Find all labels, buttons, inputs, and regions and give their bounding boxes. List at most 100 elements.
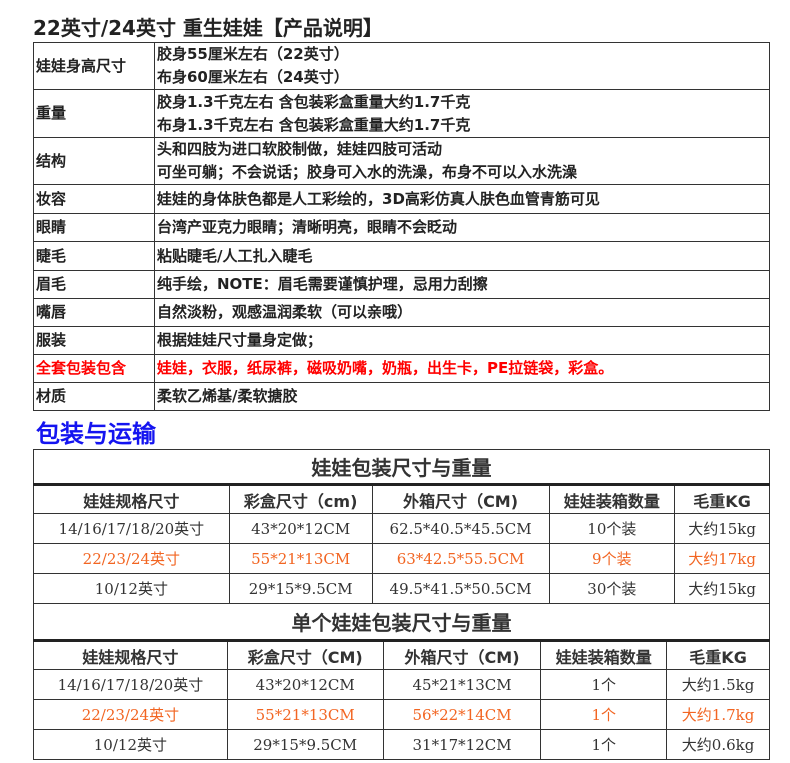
spec-label: 嘴唇 [33,298,155,327]
spec-label: 眉毛 [33,270,155,299]
table-cell: 49.5*41.5*50.5CM [371,573,550,604]
spec-line: 自然淡粉，观感温润柔软（可以亲哦） [157,303,413,321]
spec-row: 全套包装包含 娃娃，衣服，纸尿裤，磁吸奶嘴，奶瓶，出生卡，PE拉链袋，彩盒。 [33,354,770,383]
table-row: 14/16/17/18/20英寸 43*20*12CM 62.5*40.5*45.5… [33,513,770,544]
pack-table-bulk: 娃娃包装尺寸与重量 娃娃规格尺寸 彩盒尺寸（cm) 外箱尺寸（CM) 娃娃装箱数量 毛重K… [33,449,770,604]
table-cell: 14/16/17/18/20英寸 [33,513,230,544]
spec-value: 娃娃的身体肤色都是人工彩绘的，3D高彩仿真人肤色血管青筋可见 [154,184,770,214]
table-cell: 45*21*13CM [382,669,542,700]
spec-line: 纯手绘，NOTE：眉毛需要谨慎护理，忌用力刮擦 [157,275,488,293]
spec-label: 全套包装包含 [33,354,155,383]
table-cell: 55*21*13CM [228,543,373,574]
spec-value: 胶身1.3千克左右 含包装彩盒重量大约1.7千克 布身1.3千克左右 含包装彩盒重… [154,89,770,138]
spec-row: 重量 胶身1.3千克左右 含包装彩盒重量大约1.7千克 布身1.3千克左右 含包装彩… [33,89,770,138]
page-title: 22英寸/24英寸 重生娃娃【产品说明】 [33,16,383,40]
column-header: 娃娃规格尺寸 [33,640,228,670]
column-header: 毛重KG [674,484,770,514]
spec-value: 自然淡粉，观感温润柔软（可以亲哦） [154,298,770,327]
table-cell: 大约15kg [674,573,770,604]
table-cell: 1个 [540,699,668,730]
spec-line: 布身60厘米左右（24英寸） [157,68,349,86]
table-cell: 56*22*14CM [382,699,542,730]
spec-label: 睫毛 [33,241,155,271]
spec-line: 柔软乙烯基/柔软搪胶 [157,387,298,405]
spec-line: 粘贴睫毛/人工扎入睫毛 [157,246,313,265]
table-cell: 43*20*12CM [226,669,384,700]
spec-label: 娃娃身高尺寸 [33,42,155,90]
spec-label: 服装 [33,326,155,355]
spec-value: 头和四肢为进口软胶制做，娃娃四肢可活动可坐可躺；不会说话；胶身可入水的洗澡，布身… [154,137,770,185]
table-cell: 55*21*13CM [226,699,384,730]
table-cell: 30个装 [548,573,676,604]
spec-value: 胶身55厘米左右（22英寸） 布身60厘米左右（24英寸） [154,42,770,90]
table-cell: 62.5*40.5*45.5CM [371,513,550,544]
table-cell: 大约0.6kg [666,729,770,760]
table-row: 10/12英寸 29*15*9.5CM 49.5*41.5*50.5CM 30个装 大约… [33,573,770,604]
spec-line: 娃娃，衣服，纸尿裤，磁吸奶嘴，奶瓶，出生卡，PE拉链袋，彩盒。 [157,359,614,377]
spec-row: 材质 柔软乙烯基/柔软搪胶 [33,382,770,411]
spec-value: 粘贴睫毛/人工扎入睫毛 [154,241,770,271]
spec-row: 眉毛 纯手绘，NOTE：眉毛需要谨慎护理，忌用力刮擦 [33,270,770,299]
table-row: 10/12英寸 29*15*9.5CM 31*17*12CM 1个 大约0.6kg [33,729,770,760]
spec-label: 眼睛 [33,213,155,242]
table-cell: 10/12英寸 [33,729,228,760]
spec-line: 台湾产亚克力眼睛；清晰明亮，眼睛不会眨动 [157,218,458,236]
spec-line: 胶身1.3千克左右 含包装彩盒重量大约1.7千克 [157,92,471,111]
table-cell: 大约1.5kg [666,669,770,700]
spec-line: 娃娃的身体肤色都是人工彩绘的，3D高彩仿真人肤色血管青筋可见 [157,189,600,208]
table-row: 14/16/17/18/20英寸 43*20*12CM 45*21*13CM 1个 大约… [33,669,770,700]
spec-row: 娃娃身高尺寸 胶身55厘米左右（22英寸） 布身60厘米左右（24英寸） [33,42,770,90]
spec-label: 重量 [33,89,155,138]
pack-table-caption: 娃娃包装尺寸与重量 [33,449,770,486]
table-cell: 10个装 [548,513,676,544]
spec-label: 结构 [33,137,155,185]
spec-value: 柔软乙烯基/柔软搪胶 [154,382,770,411]
spec-value: 根据娃娃尺寸量身定做； [154,326,770,355]
spec-line: 头和四肢为进口软胶制做，娃娃四肢可活动 [157,140,443,158]
column-header: 毛重KG [666,640,770,670]
spec-row: 服装 根据娃娃尺寸量身定做； [33,326,770,355]
spec-row: 嘴唇 自然淡粉，观感温润柔软（可以亲哦） [33,298,770,327]
spec-value: 台湾产亚克力眼睛；清晰明亮，眼睛不会眨动 [154,213,770,242]
table-cell: 大约1.7kg [666,699,770,730]
spec-label: 妆容 [33,184,155,214]
spec-line: 胶身55厘米左右（22英寸） [157,45,349,63]
table-cell: 63*42.5*55.5CM [371,543,550,574]
table-cell: 大约17kg [674,543,770,574]
spec-value: 纯手绘，NOTE：眉毛需要谨慎护理，忌用力刮擦 [154,270,770,299]
spec-row: 眼睛 台湾产亚克力眼睛；清晰明亮，眼睛不会眨动 [33,213,770,242]
spec-row: 结构 头和四肢为进口软胶制做，娃娃四肢可活动可坐可躺；不会说话；胶身可入水的洗澡，… [33,137,770,185]
column-header: 外箱尺寸（CM) [382,640,542,670]
spec-line: 根据娃娃尺寸量身定做； [157,331,323,349]
column-header: 娃娃装箱数量 [540,640,668,670]
table-cell: 大约15kg [674,513,770,544]
table-cell: 22/23/24英寸 [33,699,228,730]
column-header: 娃娃规格尺寸 [33,484,230,514]
table-cell: 31*17*12CM [382,729,542,760]
column-header: 外箱尺寸（CM) [371,484,550,514]
table-cell: 1个 [540,669,668,700]
spec-row: 睫毛 粘贴睫毛/人工扎入睫毛 [33,241,770,271]
table-cell: 22/23/24英寸 [33,543,230,574]
spec-row: 妆容 娃娃的身体肤色都是人工彩绘的，3D高彩仿真人肤色血管青筋可见 [33,184,770,214]
shipping-heading: 包装与运输 [36,420,156,448]
column-header: 娃娃装箱数量 [548,484,676,514]
column-header: 彩盒尺寸（CM) [226,640,384,670]
table-row: 22/23/24英寸 55*21*13CM 63*42.5*55.5CM 9个装 大约1… [33,543,770,574]
table-cell: 43*20*12CM [228,513,373,544]
pack-table-single: 单个娃娃包装尺寸与重量 娃娃规格尺寸 彩盒尺寸（CM) 外箱尺寸（CM) 娃娃装箱数量毛… [33,603,770,760]
spec-label: 材质 [33,382,155,411]
spec-value: 娃娃，衣服，纸尿裤，磁吸奶嘴，奶瓶，出生卡，PE拉链袋，彩盒。 [154,354,770,383]
spec-line: 可坐可躺；不会说话；胶身可入水的洗澡，布身不可以入水洗澡 [157,163,578,181]
table-cell: 10/12英寸 [33,573,230,604]
table-cell: 14/16/17/18/20英寸 [33,669,228,700]
table-cell: 29*15*9.5CM [226,729,384,760]
spec-table: 娃娃身高尺寸 胶身55厘米左右（22英寸） 布身60厘米左右（24英寸） 重量 胶身1.… [33,42,770,411]
spec-line: 布身1.3千克左右 含包装彩盒重量大约1.7千克 [157,115,471,134]
table-cell: 29*15*9.5CM [228,573,373,604]
column-header: 彩盒尺寸（cm) [228,484,373,514]
pack-table-caption: 单个娃娃包装尺寸与重量 [33,603,770,642]
table-cell: 9个装 [548,543,676,574]
table-cell: 1个 [540,729,668,760]
table-row: 22/23/24英寸 55*21*13CM 56*22*14CM 1个 大约1.7kg [33,699,770,730]
